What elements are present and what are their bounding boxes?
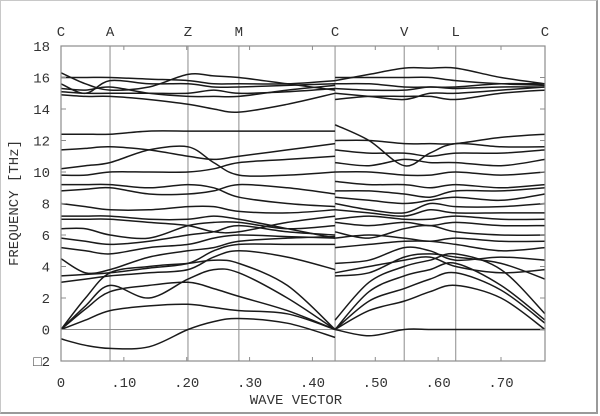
phonon-band xyxy=(334,124,545,167)
phonon-band xyxy=(61,76,336,85)
phonon-band xyxy=(61,79,336,95)
phonon-band xyxy=(61,259,336,331)
phonon-band xyxy=(335,240,545,252)
phonon-band xyxy=(61,250,336,284)
phonon-band xyxy=(61,303,336,331)
phonon-band xyxy=(61,317,336,350)
phonon-band xyxy=(335,171,545,177)
phonon-band xyxy=(61,215,336,239)
phonon-band xyxy=(61,72,336,91)
y-tick-label: 16 xyxy=(33,72,50,88)
x-tick-label: .30 xyxy=(237,376,262,392)
phonon-band xyxy=(61,155,336,177)
y-tick-label: 18 xyxy=(33,40,50,56)
x-tick-label: .60 xyxy=(426,376,451,392)
phonon-band xyxy=(61,183,336,196)
y-tick-label: 14 xyxy=(33,103,50,119)
phonon-band xyxy=(335,187,545,199)
phonon-band xyxy=(334,224,545,239)
phonon-band xyxy=(61,142,336,161)
x-axis: 0 .10 .20 .30 .40 .50 .60 .70 xyxy=(57,46,514,392)
phonon-band xyxy=(335,158,545,167)
y-axis: 18 16 14 12 10 8 6 4 2 0 □2 xyxy=(33,40,545,371)
phonon-band xyxy=(335,215,545,221)
phonon-band xyxy=(61,268,336,331)
phonon-band xyxy=(61,183,336,208)
y-tick-label: □2 xyxy=(33,355,50,371)
phonon-band xyxy=(335,133,545,145)
symmetry-point-label: L xyxy=(452,25,460,41)
phonon-band xyxy=(335,221,545,227)
phonon-band xyxy=(61,224,336,246)
x-tick-label: 0 xyxy=(57,376,65,392)
phonon-band xyxy=(335,76,545,87)
phonon-band xyxy=(61,202,336,214)
y-tick-label: 8 xyxy=(42,198,50,214)
phonon-band xyxy=(335,209,545,217)
symmetry-point-label: M xyxy=(235,25,243,41)
y-tick-label: 6 xyxy=(42,229,50,245)
phonon-band xyxy=(61,235,336,275)
phonon-band xyxy=(61,84,336,98)
symmetry-point-label: C xyxy=(331,25,339,41)
x-tick-label: .70 xyxy=(488,376,513,392)
phonon-band xyxy=(334,256,545,274)
phonon-band xyxy=(334,284,545,331)
phonon-band xyxy=(61,234,336,255)
phonon-band xyxy=(335,234,545,243)
y-tick-label: 0 xyxy=(42,324,50,340)
phonon-band xyxy=(335,246,545,265)
y-tick-label: 2 xyxy=(42,292,50,308)
phonon-band xyxy=(334,271,545,331)
y-axis-label: FREQUENCY [THz] xyxy=(7,140,23,266)
symmetry-point-label: Z xyxy=(184,25,192,41)
phonon-band xyxy=(334,66,545,85)
x-tick-label: .10 xyxy=(111,376,136,392)
symmetry-point-label: C xyxy=(57,25,65,41)
symmetry-point-label: A xyxy=(106,25,115,41)
y-tick-label: 12 xyxy=(33,135,50,151)
phonon-bands xyxy=(61,66,545,350)
phonon-band xyxy=(335,86,545,101)
y-tick-label: 10 xyxy=(33,166,50,182)
phonon-band xyxy=(61,145,336,177)
phonon-band xyxy=(334,328,545,337)
phonon-band xyxy=(61,281,336,331)
phonon-band xyxy=(61,92,336,113)
x-tick-label: .40 xyxy=(300,376,325,392)
x-axis-label: WAVE VECTOR xyxy=(250,393,343,409)
phonon-band xyxy=(335,253,545,280)
phonon-band xyxy=(335,149,545,158)
y-tick-label: 4 xyxy=(42,261,50,277)
x-tick-label: .20 xyxy=(174,376,199,392)
x-tick-label: .50 xyxy=(363,376,388,392)
symmetry-point-label: V xyxy=(400,25,409,41)
phonon-band xyxy=(334,252,545,321)
phonon-band xyxy=(335,180,545,189)
phonon-band xyxy=(334,262,545,330)
phonon-band xyxy=(335,193,545,205)
phonon-band xyxy=(61,130,336,136)
phonon-band xyxy=(334,202,545,214)
phonon-band xyxy=(335,89,545,101)
symmetry-point-label: C xyxy=(541,25,549,41)
